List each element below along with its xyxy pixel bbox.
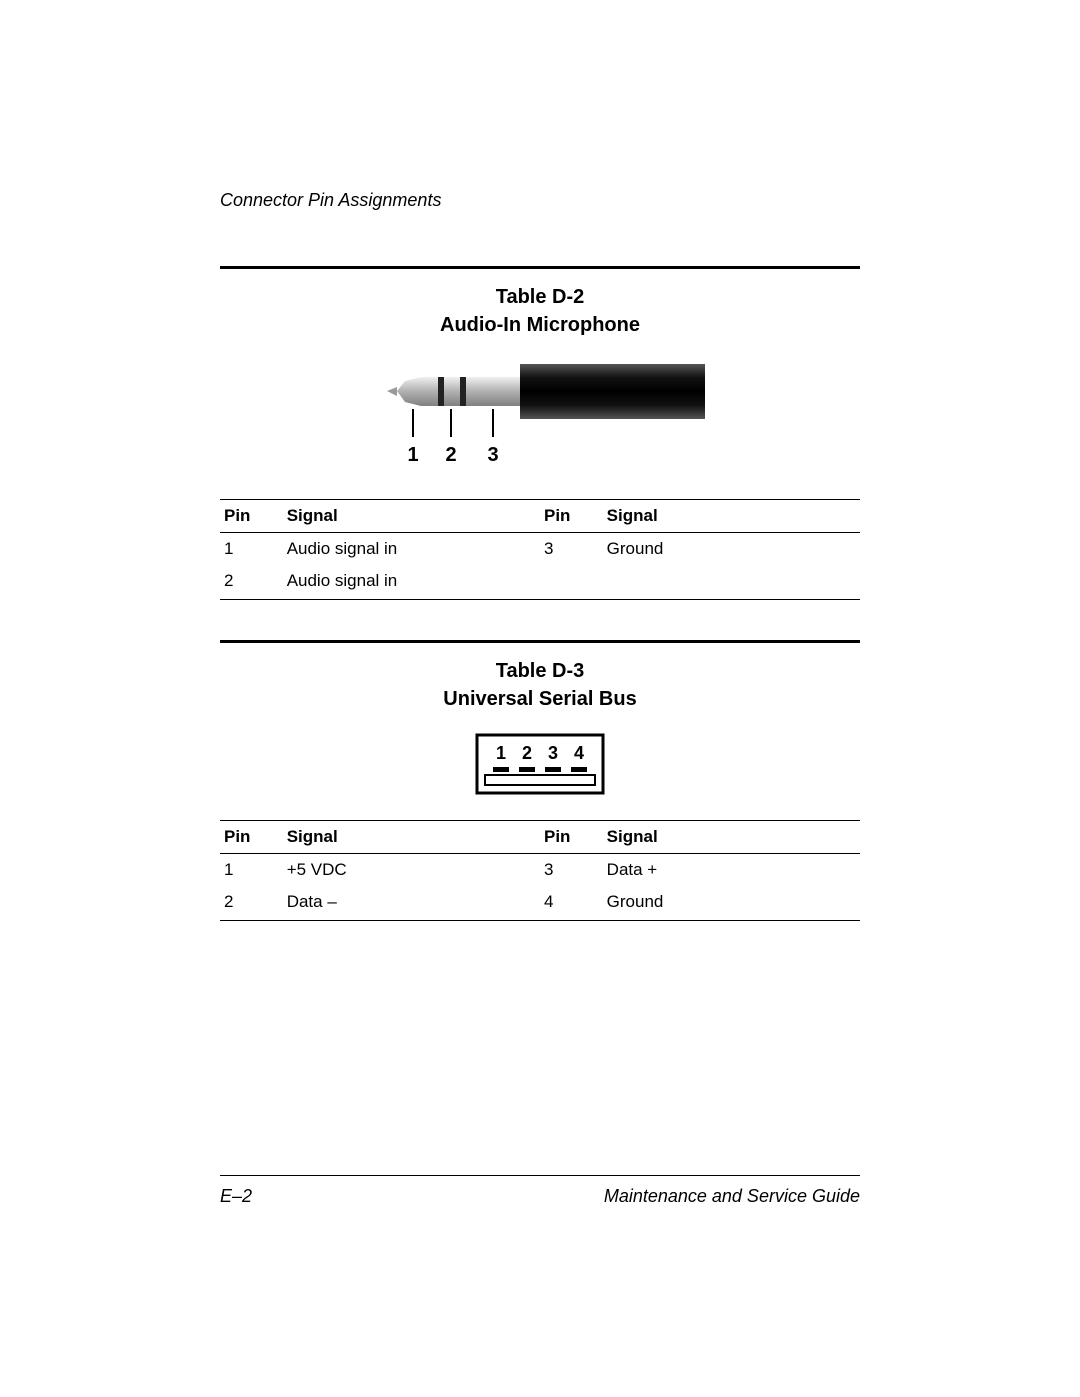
cell: 1: [220, 854, 283, 887]
cell: 2: [220, 886, 283, 918]
th-pin: Pin: [220, 500, 283, 533]
audio-jack-diagram: 1 2 3: [220, 359, 860, 474]
usb-pin-label-3: 3: [548, 743, 558, 763]
cell: Ground: [603, 886, 860, 918]
table-d2-header-row: Pin Signal Pin Signal: [220, 500, 860, 533]
table-d2-title1: Table D-2: [220, 283, 860, 311]
table-d3-end-rule: [220, 920, 860, 921]
usb-pin-label-2: 2: [522, 743, 532, 763]
cell: 4: [540, 886, 603, 918]
cell: 3: [540, 533, 603, 566]
table-d2-title2: Audio-In Microphone: [220, 311, 860, 339]
usb-diagram: 1 2 3 4: [220, 733, 860, 795]
table-d3-header-row: Pin Signal Pin Signal: [220, 821, 860, 854]
table-row: 2 Data – 4 Ground: [220, 886, 860, 918]
cell: 1: [220, 533, 283, 566]
cell: 3: [540, 854, 603, 887]
divider-top-d2: [220, 266, 860, 269]
cell: [603, 565, 860, 597]
cell: 2: [220, 565, 283, 597]
table-row: 2 Audio signal in: [220, 565, 860, 597]
th-pin: Pin: [220, 821, 283, 854]
table-row: 1 +5 VDC 3 Data +: [220, 854, 860, 887]
table-d2: Pin Signal Pin Signal 1 Audio signal in …: [220, 499, 860, 597]
cell: Data +: [603, 854, 860, 887]
audio-pin-label-3: 3: [487, 444, 498, 466]
cell: Audio signal in: [283, 565, 540, 597]
cell: Ground: [603, 533, 860, 566]
page-footer: E–2 Maintenance and Service Guide: [220, 1175, 860, 1207]
cell: Audio signal in: [283, 533, 540, 566]
th-signal: Signal: [603, 821, 860, 854]
table-row: 1 Audio signal in 3 Ground: [220, 533, 860, 566]
table-d2-heading: Table D-2 Audio-In Microphone: [220, 283, 860, 339]
table-d3-title1: Table D-3: [220, 657, 860, 685]
footer-doc-title: Maintenance and Service Guide: [604, 1186, 860, 1207]
page-header-title: Connector Pin Assignments: [220, 190, 860, 211]
usb-pin-label-4: 4: [574, 743, 584, 763]
usb-pin-label-1: 1: [496, 743, 506, 763]
th-pin: Pin: [540, 500, 603, 533]
th-signal: Signal: [283, 500, 540, 533]
table-d3-title2: Universal Serial Bus: [220, 685, 860, 713]
divider-top-d3: [220, 640, 860, 643]
audio-pin-label-1: 1: [407, 444, 418, 466]
table-d3-heading: Table D-3 Universal Serial Bus: [220, 657, 860, 713]
th-pin: Pin: [540, 821, 603, 854]
cell: [540, 565, 603, 597]
cell: +5 VDC: [283, 854, 540, 887]
cell: Data –: [283, 886, 540, 918]
audio-pin-label-2: 2: [445, 444, 456, 466]
th-signal: Signal: [603, 500, 860, 533]
th-signal: Signal: [283, 821, 540, 854]
table-d3: Pin Signal Pin Signal 1 +5 VDC 3 Data + …: [220, 820, 860, 918]
footer-page-ref: E–2: [220, 1186, 252, 1207]
